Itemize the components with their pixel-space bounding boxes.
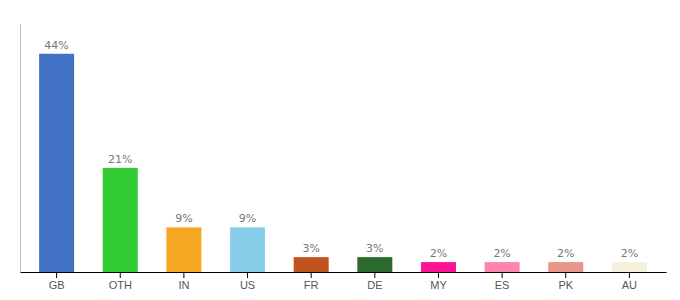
bar [357, 257, 392, 272]
bar [103, 168, 138, 272]
x-tick: MY [430, 272, 447, 291]
y-axis-line [20, 25, 21, 273]
bar [612, 262, 647, 272]
x-tick-mark [629, 272, 630, 278]
x-tick-label: OTH [109, 279, 132, 291]
x-tick-mark [311, 272, 312, 278]
x-tick-label: ES [495, 279, 510, 291]
x-tick-label: MY [430, 279, 447, 291]
bars [39, 54, 647, 272]
bar [166, 227, 201, 272]
bar [39, 54, 74, 272]
x-axis-line [21, 272, 667, 273]
x-tick: FR [304, 272, 319, 291]
data-label: 21% [108, 153, 132, 166]
x-tick-label: AU [622, 279, 637, 291]
data-label: 3% [302, 242, 319, 255]
bar [548, 262, 583, 272]
y-axis [20, 25, 21, 273]
x-axis: GB OTH IN US FR DE MY ES PK AU [21, 272, 667, 291]
x-tick-mark [438, 272, 439, 278]
data-label: 9% [239, 212, 256, 225]
bar [294, 257, 329, 272]
x-tick-mark [374, 272, 375, 278]
bar [485, 262, 520, 272]
x-tick: OTH [109, 272, 132, 291]
bar [230, 227, 265, 272]
x-tick: PK [558, 272, 573, 291]
data-label: 2% [557, 247, 574, 260]
x-tick-label: FR [304, 279, 319, 291]
chart: GB OTH IN US FR DE MY ES PK AU 44% 21% 9% 9% 3% 3% 2% 2% 2… [0, 0, 680, 300]
x-tick-label: PK [558, 279, 573, 291]
x-tick-mark [502, 272, 503, 278]
x-tick: AU [622, 272, 637, 291]
x-tick: GB [49, 272, 65, 291]
x-tick: IN [178, 272, 189, 291]
x-tick-label: DE [367, 279, 382, 291]
x-tick-mark [247, 272, 248, 278]
x-tick: ES [495, 272, 510, 291]
x-tick-mark [565, 272, 566, 278]
data-label: 3% [366, 242, 383, 255]
bar [421, 262, 456, 272]
data-labels: 44% 21% 9% 9% 3% 3% 2% 2% 2% 2% [44, 39, 638, 260]
x-tick-mark [56, 272, 57, 278]
data-label: 2% [621, 247, 638, 260]
x-tick: DE [367, 272, 382, 291]
data-label: 44% [44, 39, 68, 52]
x-tick-mark [120, 272, 121, 278]
data-label: 2% [430, 247, 447, 260]
x-tick-label: GB [49, 279, 65, 291]
x-tick-label: IN [178, 279, 189, 291]
data-label: 2% [493, 247, 510, 260]
data-label: 9% [175, 212, 192, 225]
x-tick-label: US [240, 279, 255, 291]
x-tick-mark [183, 272, 184, 278]
plot: GB OTH IN US FR DE MY ES PK AU 44% 21% 9% 9% 3% 3% 2% 2% 2… [21, 25, 667, 291]
x-tick: US [240, 272, 255, 291]
